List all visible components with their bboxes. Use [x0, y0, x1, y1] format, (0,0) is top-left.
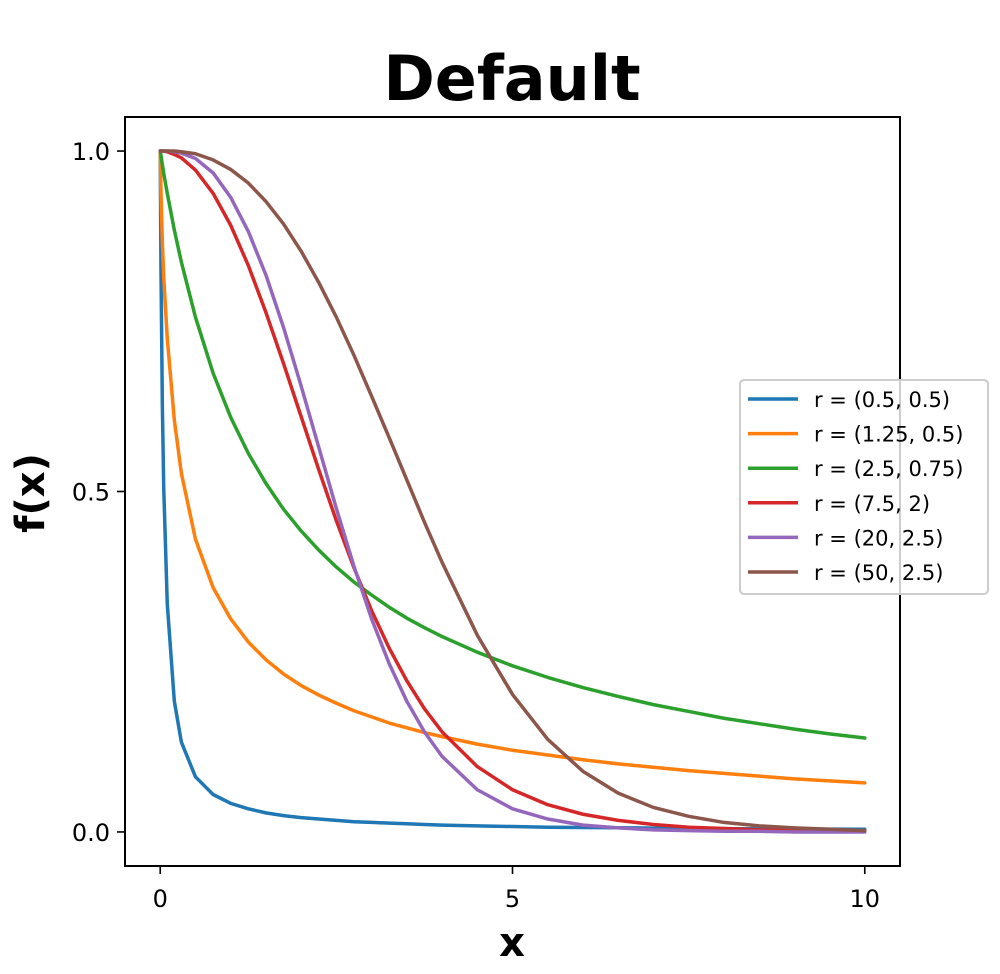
x-axis-ticks: 0 5 10: [153, 866, 880, 913]
x-axis-label: x: [499, 920, 525, 966]
y-tick-label: 0.0: [72, 819, 110, 847]
y-axis-label: f(x): [8, 453, 54, 533]
legend-label-2: r = (1.25, 0.5): [814, 423, 963, 447]
series-layer: [158, 149, 867, 834]
series-line-6: [158, 149, 867, 833]
x-tick-label: 10: [849, 885, 880, 913]
legend: r = (0.5, 0.5) r = (1.25, 0.5) r = (2.5, 0…: [739, 379, 989, 595]
chart-title: Default: [383, 42, 640, 115]
x-tick-label: 5: [505, 885, 520, 913]
legend-label-3: r = (2.5, 0.75): [814, 457, 963, 481]
series-line-2: [158, 149, 867, 785]
legend-items: r = (0.5, 0.5) r = (1.25, 0.5) r = (2.5, 0…: [748, 388, 963, 585]
legend-frame: [739, 379, 989, 595]
y-tick-label: 1.0: [72, 138, 110, 166]
legend-label-4: r = (7.5, 2): [814, 492, 930, 516]
x-tick-label: 0: [153, 885, 168, 913]
legend-label-5: r = (20, 2.5): [814, 526, 943, 550]
legend-label-1: r = (0.5, 0.5): [814, 388, 950, 412]
y-tick-label: 0.5: [72, 479, 110, 507]
y-axis-ticks: 0.0 0.5 1.0: [72, 138, 125, 847]
legend-label-6: r = (50, 2.5): [814, 561, 943, 585]
series-line-1: [158, 149, 867, 832]
